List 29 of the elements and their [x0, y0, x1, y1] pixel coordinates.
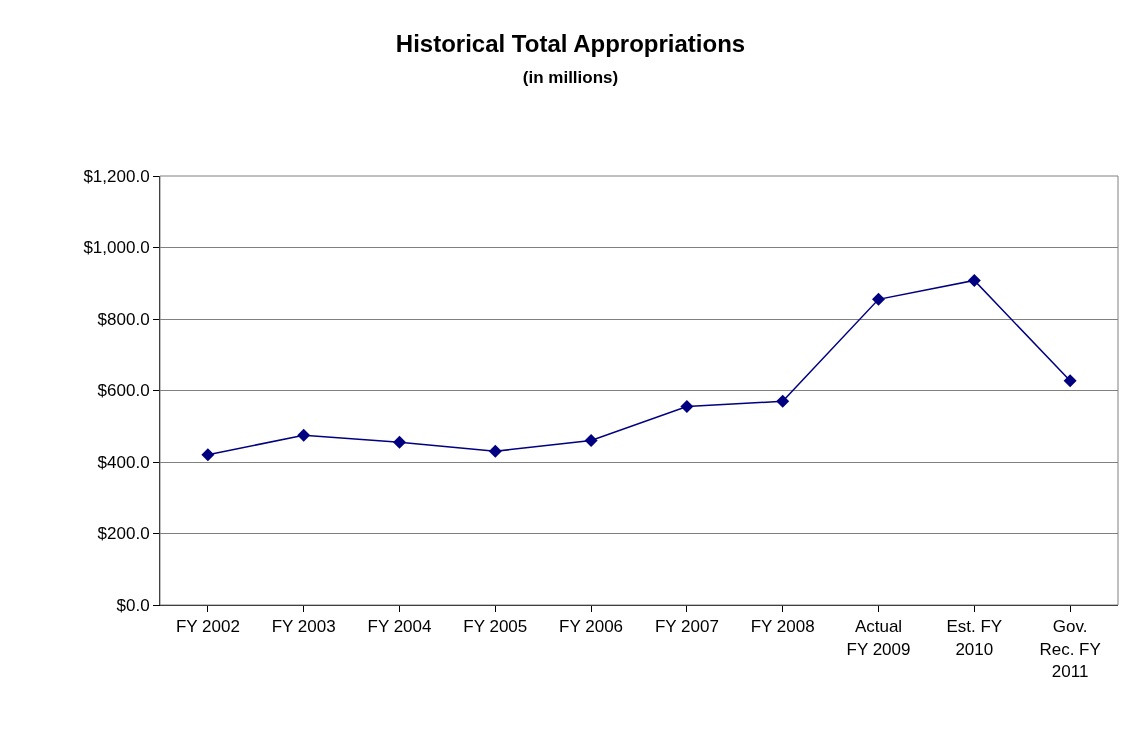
- x-tick-label: FY 2003: [271, 617, 336, 637]
- point: [1063, 374, 1077, 388]
- point: [584, 434, 598, 448]
- y-tick-label: $800.0: [97, 309, 150, 329]
- x-tick-label: FY 2004: [367, 617, 432, 637]
- y-tick-label: $1,000.0: [83, 238, 150, 258]
- x-tick-label: Actual FY 2009: [846, 617, 911, 659]
- x-tick-label: FY 2006: [559, 617, 624, 637]
- point: [967, 273, 981, 287]
- x-tick-label: FY 2007: [654, 617, 719, 637]
- chart-title: Historical Total Appropriations: [395, 30, 746, 58]
- x-tick-label: FY 2008: [750, 617, 815, 637]
- x-tick-label: Est. FY 2010: [946, 617, 1003, 659]
- x-tick-label: FY 2005: [463, 617, 528, 637]
- point: [872, 292, 885, 306]
- point: [393, 435, 406, 449]
- chart-subtitle: (in millions): [522, 68, 619, 88]
- point: [776, 394, 790, 408]
- y-tick-label: $0.0: [116, 595, 150, 615]
- point: [201, 448, 215, 462]
- point: [680, 400, 694, 414]
- y-tick-label: $400.0: [97, 452, 150, 472]
- point: [297, 428, 311, 442]
- point: [488, 444, 502, 458]
- x-tick-label: Gov. Rec. FY 2011: [1039, 617, 1101, 681]
- x-tick-label: FY 2002: [175, 617, 240, 637]
- y-tick-label: $600.0: [97, 381, 150, 401]
- y-tick-label: $200.0: [97, 524, 150, 544]
- y-tick-label: $1,200.0: [83, 166, 150, 186]
